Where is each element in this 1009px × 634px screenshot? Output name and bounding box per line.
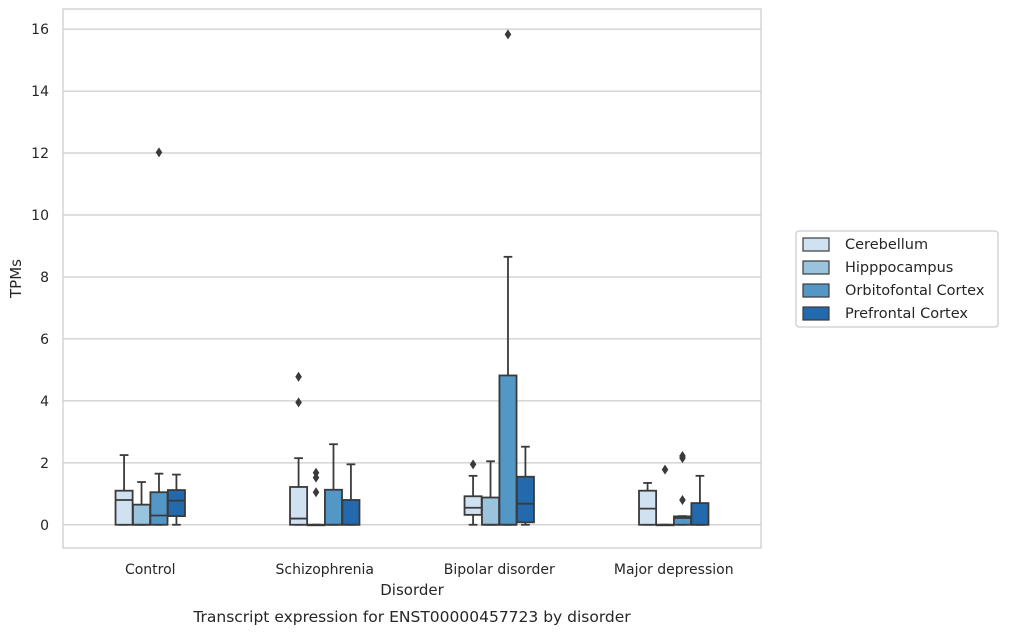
box-orbitofontal-cortex	[149, 147, 169, 526]
y-tick-label: 16	[31, 22, 49, 38]
box-prefrontal-cortex	[690, 474, 710, 526]
y-tick-label: 0	[40, 518, 49, 534]
outlier-point	[679, 494, 686, 505]
legend-label: Hipppocampus	[845, 260, 953, 276]
legend-swatch	[802, 237, 830, 252]
box-hipppocampus	[655, 464, 675, 527]
outlier-point	[504, 29, 512, 40]
y-tick-label: 4	[40, 394, 49, 410]
box	[498, 374, 518, 526]
legend: Cerebellum Hipppocampus Orbitofontal Corte…	[795, 230, 999, 328]
x-tick-label: Bipolar disorder	[444, 562, 555, 578]
figure-caption: Transcript expression for ENST0000045772…	[192, 608, 631, 626]
x-axis: Control Schizophrenia Bipolar disorder Majo…	[125, 562, 734, 578]
box-orbitofontal-cortex	[324, 443, 343, 526]
box	[481, 496, 500, 526]
box-cerebellum	[289, 371, 309, 526]
y-axis: 0 2 4 6 8 10 12 14 16	[31, 22, 49, 534]
x-tick-label: Schizophrenia	[276, 562, 374, 578]
box	[114, 489, 134, 526]
grid-lines	[63, 28, 761, 526]
box	[289, 486, 309, 526]
x-axis-label: Disorder	[380, 581, 444, 599]
y-axis-label: TPMs	[7, 259, 25, 299]
y-tick-label: 12	[31, 146, 49, 162]
outlier-point	[155, 147, 163, 158]
box-prefrontal-cortex	[341, 463, 361, 526]
box-cerebellum	[463, 459, 483, 526]
x-tick-label: Control	[125, 562, 176, 578]
x-tick-label: Major depression	[614, 562, 734, 578]
box-orbitofontal-cortex	[673, 450, 692, 526]
box-hipppocampus	[481, 460, 500, 526]
outlier-point	[295, 371, 302, 382]
legend-swatch	[802, 306, 830, 321]
box-hipppocampus	[306, 467, 326, 527]
box-prefrontal-cortex	[515, 445, 535, 526]
box-cerebellum	[114, 454, 134, 526]
legend-label: Prefrontal Cortex	[845, 306, 968, 322]
legend-swatch	[802, 283, 830, 298]
legend-label: Cerebellum	[845, 237, 928, 253]
outlier-point	[679, 453, 686, 464]
outlier-point	[469, 459, 477, 470]
box	[132, 503, 151, 526]
y-tick-label: 10	[31, 208, 49, 224]
y-tick-label: 6	[40, 332, 49, 348]
y-tick-label: 14	[31, 84, 49, 100]
box	[149, 491, 169, 526]
box	[166, 489, 186, 517]
box-prefrontal-cortex	[166, 473, 186, 526]
outlier-point	[295, 397, 302, 408]
plot-area	[114, 29, 710, 527]
box	[638, 489, 658, 526]
outlier-point	[661, 464, 669, 475]
legend-swatch	[802, 260, 830, 275]
box	[324, 488, 343, 526]
box	[515, 475, 535, 524]
outlier-point	[312, 472, 320, 483]
box	[690, 502, 710, 526]
box	[341, 499, 361, 526]
legend-frame	[795, 230, 999, 328]
box-orbitofontal-cortex	[498, 29, 518, 526]
box	[463, 495, 483, 516]
legend-label: Orbitofontal Cortex	[845, 283, 985, 299]
box-cerebellum	[638, 482, 658, 526]
outlier-point	[312, 487, 320, 498]
box-hipppocampus	[132, 481, 151, 526]
y-tick-label: 2	[40, 456, 49, 472]
plot-frame	[62, 8, 762, 549]
y-tick-label: 8	[40, 270, 49, 286]
